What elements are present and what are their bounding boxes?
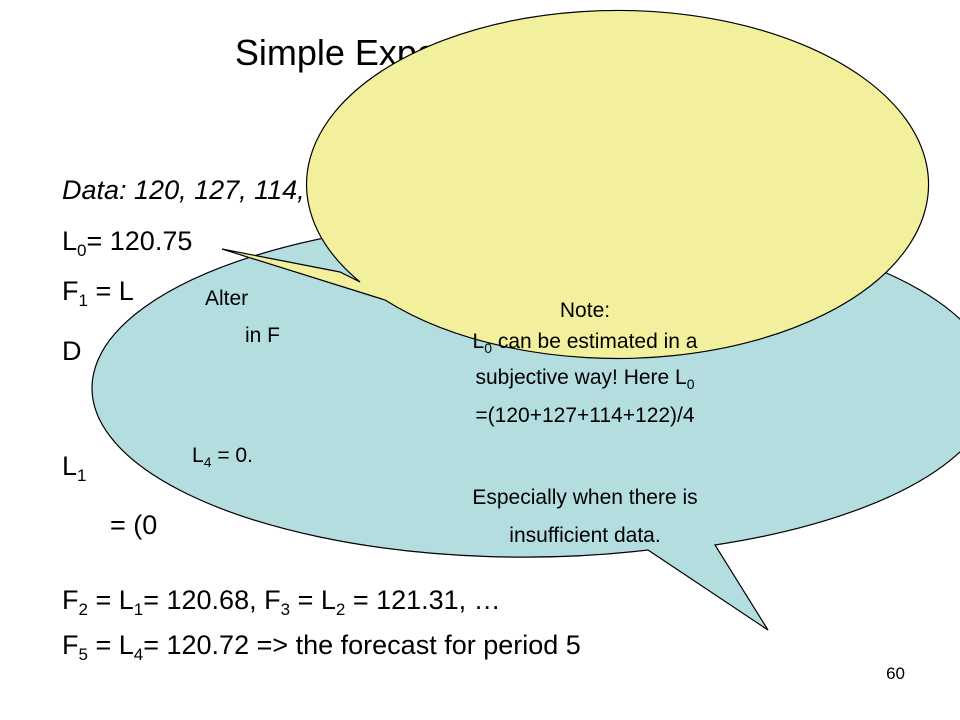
note-line-3: =(120+127+114+122)/4	[475, 404, 695, 427]
note-callout-bubble	[221, 9, 930, 360]
f2-f3-line: F2 = L1= 120.68, F3 = L2 = 121.31, …	[62, 585, 501, 619]
note-heading: Note:	[559, 299, 611, 322]
note-line-2: subjective way! Here L0	[475, 366, 695, 392]
l0-line: L0= 120.75	[62, 226, 193, 260]
l1-equation-partial: = (0	[110, 510, 158, 540]
note-line-1: L0 can be estimated in a	[472, 330, 698, 356]
page-number: 60	[886, 664, 905, 683]
back-callout-line-2: in F	[245, 324, 281, 347]
l1-line: L1	[62, 451, 87, 485]
f1-line: F1 = L	[62, 276, 134, 310]
back-callout-line-1: Alter	[205, 287, 249, 310]
note-line-5: insufficient data.	[509, 524, 661, 547]
d-line-partial: D	[62, 336, 82, 366]
note-line-4: Especially when there is	[472, 486, 698, 509]
f5-line: F5 = L4= 120.72 => the forecast for peri…	[62, 630, 581, 664]
back-callout-l4-partial: L4 = 0.	[192, 444, 253, 470]
